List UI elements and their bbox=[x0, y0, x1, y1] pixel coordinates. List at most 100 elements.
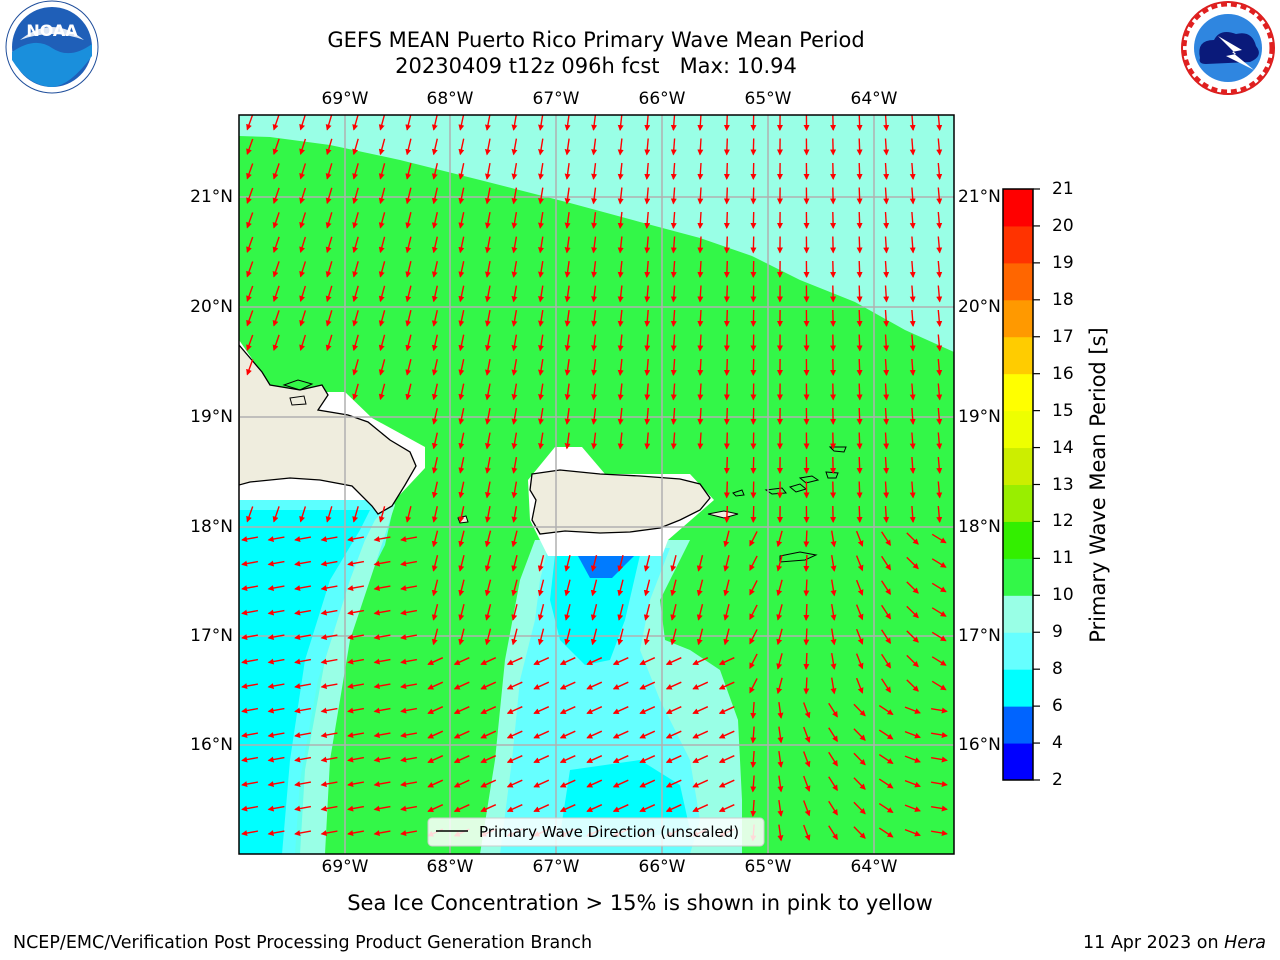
wave-vector bbox=[453, 706, 470, 714]
wave-vector bbox=[883, 505, 890, 523]
wave-vector bbox=[347, 658, 365, 665]
wave-vector bbox=[612, 657, 629, 665]
wave-vector bbox=[776, 579, 783, 597]
wave-vector bbox=[241, 781, 259, 787]
wave-vector bbox=[484, 628, 492, 646]
wave-vector bbox=[749, 629, 758, 645]
wave-vector bbox=[484, 309, 491, 327]
wave-vector bbox=[427, 779, 444, 788]
wave-vector bbox=[431, 555, 439, 572]
wave-vector bbox=[272, 310, 280, 327]
wave-vector bbox=[267, 756, 285, 763]
wave-vector bbox=[272, 212, 280, 229]
wave-vector bbox=[696, 604, 704, 621]
colorbar-tick-label: 19 bbox=[1052, 252, 1074, 273]
wave-vector bbox=[909, 334, 916, 352]
wave-vector bbox=[777, 751, 784, 768]
wave-vector bbox=[511, 481, 518, 499]
wave-vector bbox=[480, 681, 497, 690]
wave-vector bbox=[931, 607, 947, 617]
wave-vector bbox=[776, 604, 783, 621]
wave-vector bbox=[431, 115, 438, 131]
lon-tick-top: 69°W bbox=[321, 89, 369, 109]
wave-vector bbox=[352, 310, 359, 327]
wave-vector bbox=[723, 383, 730, 401]
wave-vector bbox=[670, 432, 677, 450]
wave-vector bbox=[644, 432, 651, 450]
lon-tick-top: 68°W bbox=[426, 89, 474, 109]
colorbar-tick-label: 13 bbox=[1052, 474, 1074, 495]
wave-vector bbox=[718, 804, 735, 812]
colorbar-tick-label: 6 bbox=[1052, 696, 1063, 717]
wave-vector bbox=[347, 634, 365, 640]
wave-vector bbox=[692, 804, 709, 812]
wave-vector bbox=[533, 681, 550, 690]
wave-vector bbox=[453, 755, 470, 763]
wave-vector bbox=[931, 558, 947, 568]
wave-vector bbox=[511, 579, 518, 597]
wave-vector bbox=[723, 187, 730, 205]
wave-vector bbox=[272, 187, 280, 205]
wave-vector bbox=[299, 334, 307, 352]
wave-vector bbox=[480, 657, 497, 665]
sea-ice-note: Sea Ice Concentration > 15% is shown in … bbox=[347, 891, 933, 915]
wave-vector bbox=[458, 579, 465, 597]
wave-vector bbox=[591, 115, 598, 131]
wave-vector bbox=[347, 830, 365, 836]
wave-vector bbox=[347, 536, 365, 542]
wave-vector bbox=[325, 506, 333, 523]
wave-vector bbox=[352, 138, 359, 156]
wave-vector bbox=[723, 579, 730, 597]
wave-vector bbox=[883, 432, 890, 450]
wave-vector bbox=[639, 755, 656, 763]
wave-vector bbox=[511, 162, 518, 180]
wave-vector bbox=[267, 585, 285, 591]
wave-vector bbox=[511, 628, 518, 646]
wave-vector bbox=[665, 804, 682, 812]
wave-vector bbox=[246, 212, 254, 229]
wave-vector bbox=[480, 804, 497, 812]
wave-vector bbox=[378, 285, 386, 303]
wave-vector bbox=[352, 359, 359, 376]
wave-vector bbox=[484, 407, 491, 425]
wave-vector bbox=[511, 456, 518, 474]
wave-vector bbox=[320, 658, 338, 665]
wave-vector bbox=[883, 211, 890, 229]
wave-vector bbox=[803, 530, 810, 548]
wave-vector bbox=[906, 630, 919, 643]
colorbar-tick-label: 15 bbox=[1052, 400, 1074, 421]
wave-vector bbox=[458, 481, 465, 499]
wave-vector bbox=[612, 755, 629, 763]
wave-vector bbox=[352, 506, 359, 523]
wave-vector bbox=[883, 407, 890, 425]
wave-vector bbox=[723, 162, 730, 180]
wave-vector bbox=[883, 138, 890, 156]
colorbar-tick-label: 21 bbox=[1052, 179, 1074, 199]
lon-tick-bottom: 68°W bbox=[426, 857, 474, 877]
wave-vector bbox=[405, 310, 412, 327]
wave-vector bbox=[458, 359, 465, 376]
wave-vector bbox=[936, 309, 943, 327]
colorbar-segment bbox=[1003, 262, 1033, 301]
wave-vector bbox=[480, 779, 497, 788]
wave-vector bbox=[803, 677, 810, 695]
wave-vector bbox=[830, 579, 837, 597]
wave-vector bbox=[320, 805, 338, 812]
wave-vector bbox=[718, 657, 735, 665]
wave-vector bbox=[246, 334, 254, 351]
wave-vector bbox=[909, 260, 916, 278]
wave-vector bbox=[644, 260, 651, 278]
footer-host: Hera bbox=[1224, 933, 1266, 953]
wave-vector bbox=[878, 778, 894, 789]
colorbar-segment bbox=[1003, 743, 1033, 781]
wave-vector bbox=[559, 657, 576, 665]
wave-vector bbox=[644, 407, 651, 425]
wave-vector bbox=[484, 530, 492, 548]
wave-vector bbox=[272, 285, 280, 303]
wave-vector bbox=[936, 285, 943, 303]
wave-vector bbox=[511, 432, 518, 450]
wave-vector bbox=[697, 285, 704, 303]
wave-vector bbox=[538, 138, 544, 156]
wave-vector bbox=[803, 800, 811, 817]
wave-vector bbox=[511, 555, 518, 572]
